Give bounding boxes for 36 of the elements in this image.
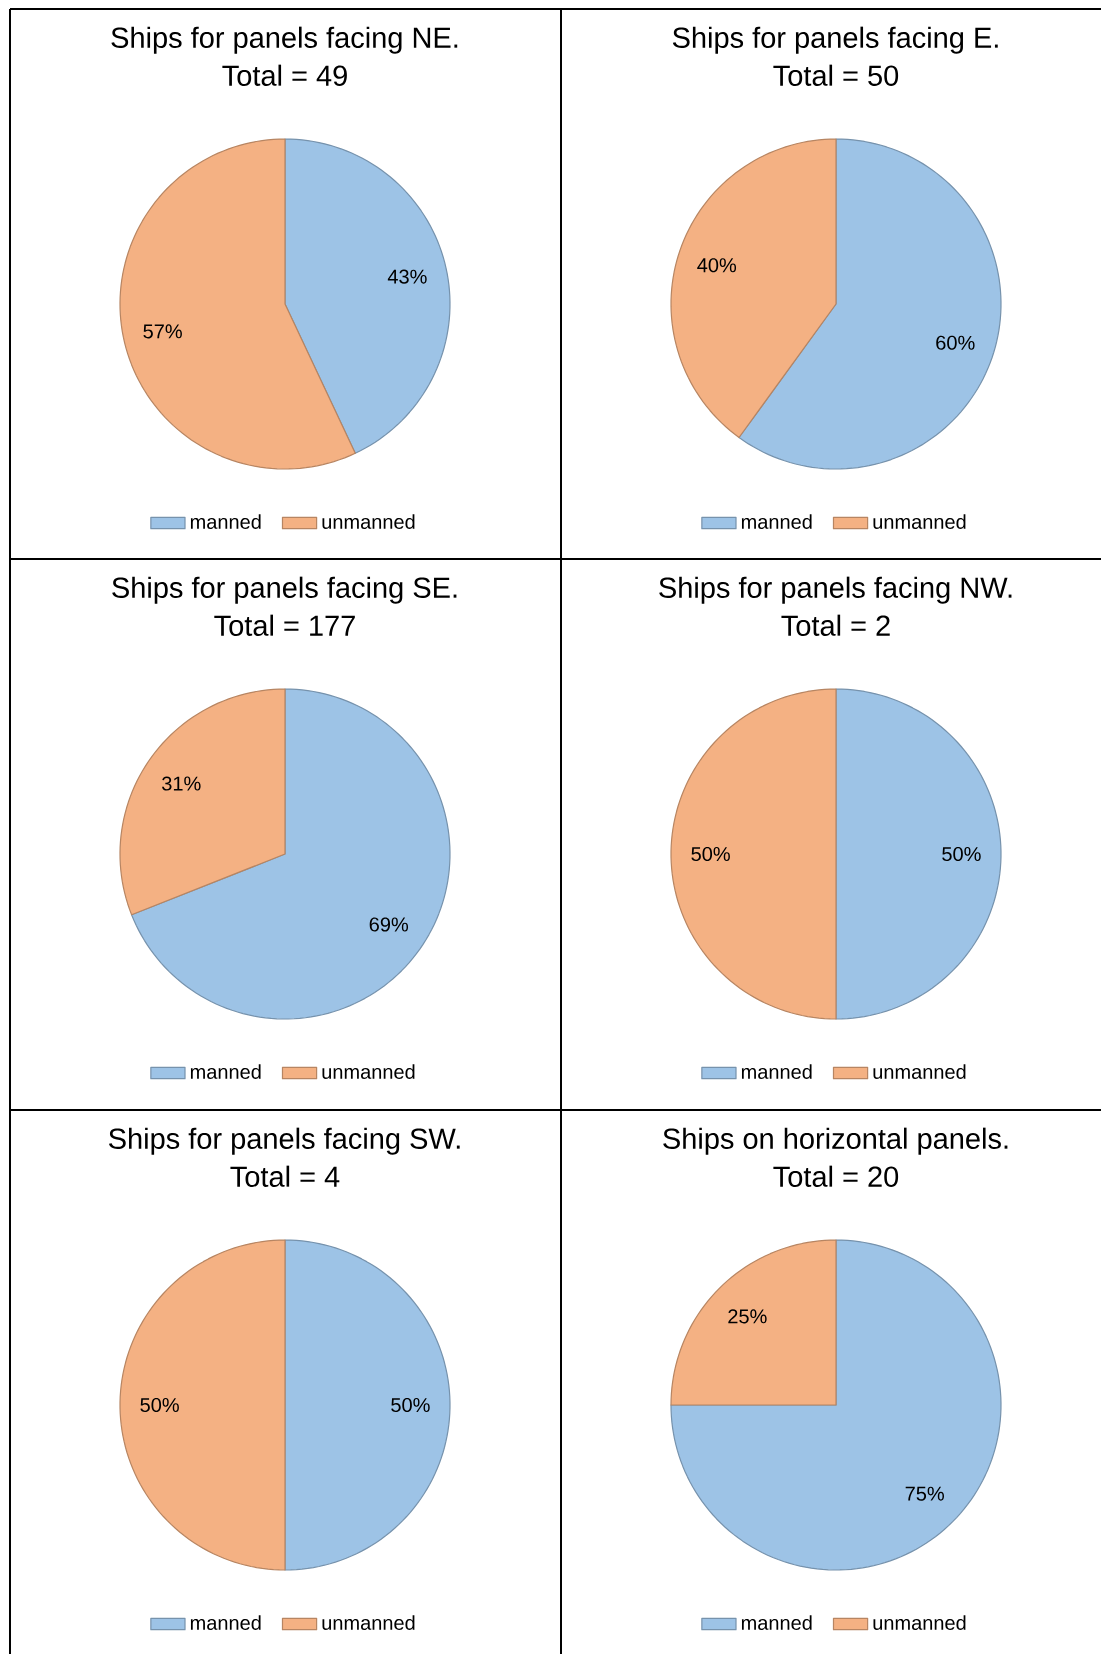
chart-subtitle: Total = 20: [773, 1165, 899, 1187]
legend-label: unmanned: [873, 1064, 966, 1079]
legend-label: manned: [741, 1064, 812, 1079]
legend-label: unmanned: [322, 1615, 415, 1630]
chart-subtitle: Total = 177: [214, 614, 355, 636]
chart-title: Ships for panels facing SW.: [109, 1127, 460, 1155]
chart-subtitle: Total = 49: [222, 64, 347, 86]
chart-title: Ships for panels facing SE.: [112, 576, 457, 604]
chart-subtitle: Total = 2: [781, 614, 890, 636]
chart-subtitle: Total = 50: [773, 64, 899, 86]
legend-label: manned: [190, 1615, 261, 1630]
data-label: 50%: [691, 846, 730, 862]
data-label: 60%: [936, 335, 975, 350]
data-label: 57%: [143, 324, 182, 339]
legend-label: unmanned: [322, 1064, 415, 1079]
data-label: 69%: [369, 917, 409, 932]
legend-label: manned: [741, 514, 812, 529]
legend-label: unmanned: [873, 1615, 966, 1630]
chart-title: Ships for panels facing E.: [672, 26, 998, 54]
legend-label: unmanned: [873, 514, 966, 529]
chart-title: Ships on horizontal panels.: [663, 1127, 1008, 1155]
chart-subtitle: Total = 4: [230, 1165, 340, 1187]
data-label: 25%: [728, 1309, 767, 1324]
legend-label: manned: [190, 1064, 261, 1079]
data-label: 50%: [391, 1397, 430, 1413]
data-label: 43%: [387, 269, 427, 284]
data-label: 75%: [905, 1486, 944, 1501]
legend-label: manned: [741, 1615, 812, 1630]
data-label: 31%: [162, 776, 201, 791]
data-label: 40%: [697, 258, 737, 273]
chart-title: Ships for panels facing NW.: [659, 576, 1012, 604]
data-label: 50%: [942, 846, 981, 862]
chart-title: Ships for panels facing NE.: [111, 26, 458, 54]
data-label: 50%: [140, 1397, 179, 1413]
legend-label: manned: [190, 514, 261, 529]
legend-label: unmanned: [322, 514, 415, 529]
